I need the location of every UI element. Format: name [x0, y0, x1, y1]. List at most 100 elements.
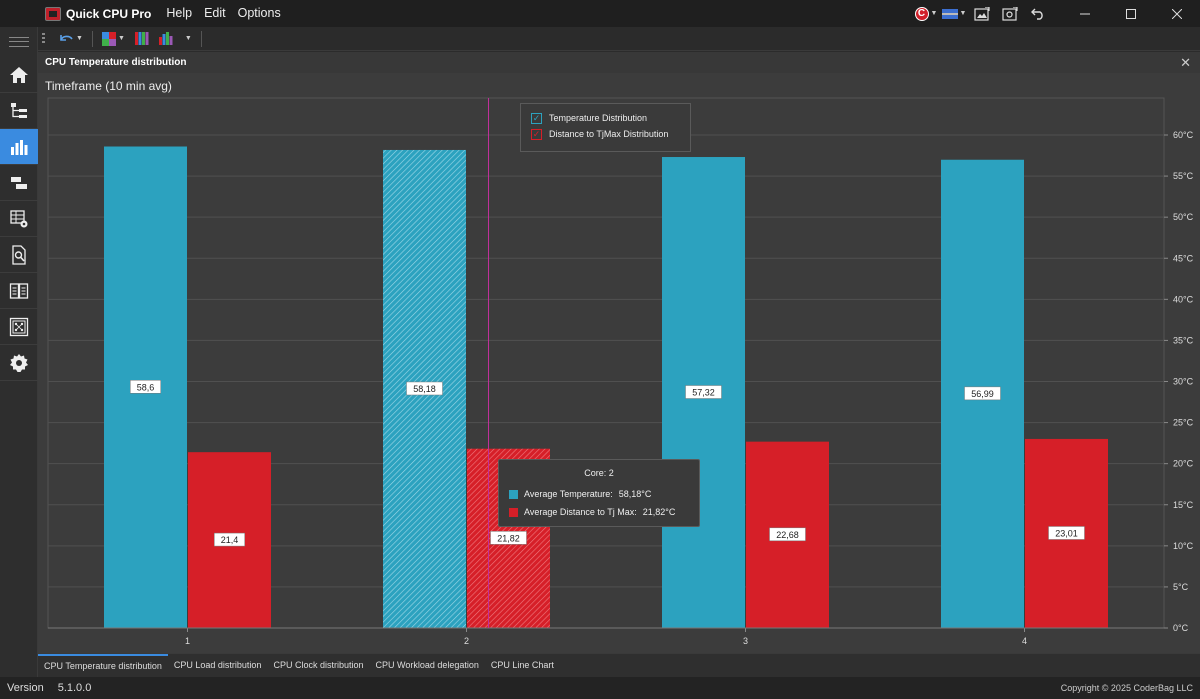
version-value: 5.1.0.0 [57, 682, 92, 694]
sidebar-item-settings[interactable] [0, 345, 38, 381]
tree-view-icon [11, 102, 27, 118]
close-window-button[interactable] [1154, 0, 1200, 27]
tooltip-value: 58,18°C [618, 489, 652, 499]
chevron-down-icon: ▼ [117, 35, 125, 42]
data-label: 22,68 [776, 530, 799, 540]
sidebar-item-cpu-map[interactable] [0, 309, 38, 345]
grouped-bars-button[interactable] [130, 27, 154, 51]
minimize-button[interactable] [1062, 0, 1108, 27]
data-label-box [406, 381, 443, 396]
toolbar-separator [200, 30, 202, 47]
grouped-bar-icon [134, 32, 149, 45]
y-tick-label: 45°C [1173, 253, 1194, 263]
legend-label: Temperature Distribution [549, 113, 648, 123]
color-scheme-dropdown[interactable]: ▼ [97, 27, 130, 51]
theme-dropdown[interactable]: C ▼ [912, 0, 940, 27]
gear-icon [10, 353, 28, 372]
tooltip-label: Average Distance to Tj Max: [524, 507, 637, 517]
temperature-bar-chart[interactable]: 0°C 5°C 10°C 15°C 20°C 25°C 30°C 35°C 40°C 45°C 50… [38, 73, 1200, 653]
sidebar-item-charts[interactable] [0, 129, 38, 165]
maximize-button[interactable] [1108, 0, 1154, 27]
sidebar-item-tree[interactable] [0, 93, 38, 129]
chevron-down-icon: ▼ [76, 35, 83, 42]
tooltip-label: Average Temperature: [524, 489, 613, 499]
close-panel-button[interactable]: ✕ [1180, 55, 1191, 70]
y-tick-label: 25°C [1173, 418, 1194, 428]
minimize-icon [1080, 13, 1090, 14]
data-label: 57,32 [692, 388, 715, 398]
stacked-bar-icon [158, 32, 173, 45]
toolbar: ▼ ▼ ▼ [38, 27, 1200, 51]
menu-edit[interactable]: Edit [204, 6, 226, 20]
x-tick-label: 2 [464, 636, 469, 646]
tab-workload-delegation[interactable]: CPU Workload delegation [375, 660, 479, 670]
image-export-button[interactable] [968, 0, 996, 27]
theme-icon: C [914, 6, 929, 21]
back-button[interactable] [1024, 0, 1052, 27]
copyright-text: Copyright © 2025 CoderBag LLC [1060, 683, 1193, 693]
chart-legend: ✓ Temperature Distribution ✓ Distance to… [520, 103, 691, 152]
data-label-box [490, 531, 527, 545]
y-tick-label: 5°C [1173, 582, 1189, 592]
tab-line-chart[interactable]: CPU Line Chart [490, 660, 554, 670]
document-search-icon [12, 244, 26, 265]
timeframe-label: Timeframe (10 min avg) [45, 79, 172, 93]
undo-dropdown[interactable]: ▼ [53, 27, 88, 51]
data-label: 21,82 [497, 533, 520, 543]
y-tick-label: 20°C [1173, 459, 1194, 469]
stacked-bars-button[interactable] [154, 27, 178, 51]
toolbar-overflow-button[interactable]: ▼ [178, 27, 197, 51]
sidebar-item-home[interactable] [0, 57, 38, 93]
maximize-icon [1126, 8, 1136, 19]
y-tick-label: 40°C [1173, 294, 1194, 304]
data-label-box [964, 386, 1001, 401]
image-export-icon [974, 6, 990, 21]
undo-icon [60, 34, 73, 41]
language-dropdown[interactable]: ▼ [940, 0, 968, 27]
tab-load-distribution[interactable]: CPU Load distribution [173, 660, 262, 670]
series-swatch [509, 507, 518, 517]
layout-icon [11, 176, 27, 189]
x-tick-label: 4 [1022, 636, 1027, 646]
legend-item-temperature[interactable]: ✓ Temperature Distribution [531, 110, 680, 126]
legend-item-distance[interactable]: ✓ Distance to TjMax Distribution [531, 126, 680, 142]
hamburger-menu-icon[interactable] [9, 37, 29, 47]
sidebar-item-inspect[interactable] [0, 237, 38, 273]
tab-temperature-distribution[interactable]: CPU Temperature distribution [38, 654, 168, 677]
y-tick-label: 35°C [1173, 335, 1194, 345]
tooltip-title: Core: 2 [584, 468, 614, 478]
screenshot-icon [1002, 6, 1018, 21]
data-label-box [685, 385, 722, 399]
chart-area: Timeframe (10 min avg) 0°C 5°C 10°C 15°C 20°… [38, 73, 1200, 653]
toolbar-grip-icon[interactable] [42, 32, 45, 45]
legend-label: Distance to TjMax Distribution [549, 129, 669, 139]
status-bar: Version 5.1.0.0 Copyright © 2025 CoderBa… [0, 677, 1200, 699]
title-bar: Quick CPU Pro Help Edit Options C ▼ ▼ [0, 0, 1200, 27]
data-label: 56,99 [971, 389, 994, 399]
data-label: 21,4 [221, 535, 239, 545]
sidebar-item-table-settings[interactable] [0, 201, 38, 237]
y-tick-label: 0°C [1173, 623, 1189, 633]
tooltip-row: Average Temperature: 58,18°C [509, 485, 689, 503]
cpu-grid-icon [9, 317, 29, 336]
chart-tabs: CPU Temperature distribution CPU Load di… [38, 653, 1200, 677]
data-label-box [769, 527, 806, 542]
close-icon [1172, 8, 1182, 19]
menu-bar: Help Edit Options [160, 0, 286, 27]
y-tick-label: 10°C [1173, 541, 1194, 551]
tab-clock-distribution[interactable]: CPU Clock distribution [273, 660, 364, 670]
data-label-box [1048, 526, 1085, 540]
chevron-down-icon: ▼ [959, 10, 967, 17]
data-label: 23,01 [1055, 528, 1078, 538]
sidebar-item-compare[interactable] [0, 273, 38, 309]
screenshot-button[interactable] [996, 0, 1024, 27]
panel-title: CPU Temperature distribution [45, 57, 187, 68]
flag-icon [941, 8, 958, 19]
sidebar-item-layout[interactable] [0, 165, 38, 201]
toolbar-separator [91, 30, 93, 47]
menu-options[interactable]: Options [237, 6, 281, 20]
tooltip-row: Average Distance to Tj Max: 21,82°C [509, 503, 689, 521]
checkbox-checked-icon[interactable]: ✓ [531, 128, 542, 140]
menu-help[interactable]: Help [166, 6, 193, 20]
checkbox-checked-icon[interactable]: ✓ [531, 112, 542, 124]
